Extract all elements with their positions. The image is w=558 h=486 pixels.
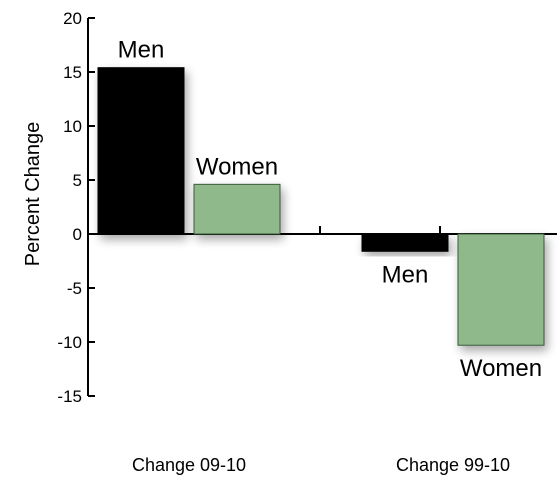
- y-tick-label: -10: [57, 333, 82, 352]
- series-label-men: Men: [382, 261, 429, 288]
- bars: [97, 67, 545, 346]
- category-label: Change 99-10: [396, 455, 510, 475]
- y-tick-label: 0: [73, 225, 82, 244]
- y-tick-label: 10: [63, 117, 82, 136]
- bar-women: [457, 233, 545, 346]
- series-label-men: Men: [118, 37, 165, 64]
- y-tick-label: -15: [57, 387, 82, 406]
- labels: Men Women Change 09-10 Men Women Change 99-10: [118, 37, 542, 475]
- bar-men: [361, 233, 449, 252]
- category-label: Change 09-10: [132, 455, 246, 475]
- y-tick-label: 15: [63, 63, 82, 82]
- y-tick-label: 20: [63, 9, 82, 28]
- y-tick-label: 5: [73, 171, 82, 190]
- y-tick-label: -5: [67, 279, 82, 298]
- series-label-women: Women: [196, 153, 278, 180]
- bar-men: [97, 67, 185, 235]
- y-axis-title: Percent Change: [22, 122, 44, 267]
- bar-women: [193, 183, 281, 235]
- axes: 20 15 10 5 0 -5 -10 -15 Percent Change: [22, 9, 557, 406]
- series-label-women: Women: [460, 355, 542, 382]
